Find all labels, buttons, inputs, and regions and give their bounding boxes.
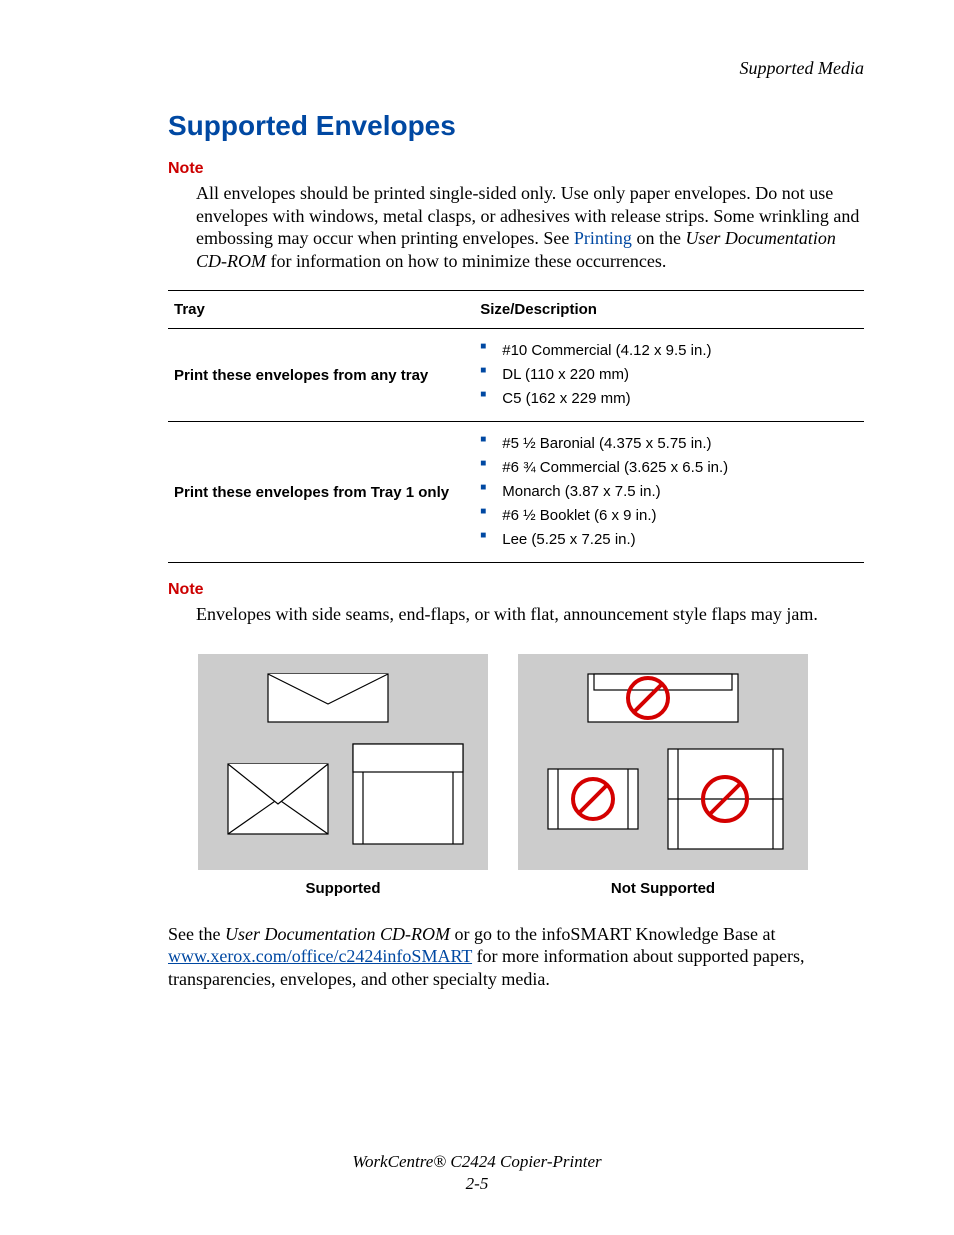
envelope-table-header: Tray Size/Description: [168, 291, 864, 329]
tray-1-list: #5 ½ Baronial (4.375 x 5.75 in.) #6 ¾ Co…: [480, 432, 858, 552]
footer-product: WorkCentre® C2424 Copier-Printer: [0, 1151, 954, 1173]
supported-caption: Supported: [198, 880, 488, 897]
not-supported-envelopes-svg: [518, 654, 808, 870]
col-tray: Tray: [168, 291, 474, 329]
note-2-body: Envelopes with side seams, end-flaps, or…: [196, 603, 864, 626]
note-2: Note Envelopes with side seams, end-flap…: [168, 581, 864, 626]
table-row: Print these envelopes from any tray #10 …: [168, 329, 864, 422]
figure-row: [198, 654, 864, 870]
note-1-body: All envelopes should be printed single-s…: [196, 182, 864, 272]
header-section: Supported Media: [740, 58, 864, 79]
list-item: Lee (5.25 x 7.25 in.): [480, 528, 858, 552]
note-1-label: Note: [168, 160, 864, 178]
list-item: #6 ½ Booklet (6 x 9 in.): [480, 504, 858, 528]
page-title: Supported Envelopes: [168, 110, 864, 142]
list-item: Monarch (3.87 x 7.5 in.): [480, 480, 858, 504]
list-item: DL (110 x 220 mm): [480, 363, 858, 387]
list-item: #5 ½ Baronial (4.375 x 5.75 in.): [480, 432, 858, 456]
footer-page-number: 2-5: [0, 1173, 954, 1195]
not-supported-caption: Not Supported: [518, 880, 808, 897]
closing-paragraph: See the User Documentation CD-ROM or go …: [168, 923, 864, 991]
note-1: Note All envelopes should be printed sin…: [168, 160, 864, 272]
printing-link[interactable]: Printing: [574, 228, 632, 248]
list-item: #6 ¾ Commercial (3.625 x 6.5 in.): [480, 456, 858, 480]
envelope-table: Tray Size/Description Print these envelo…: [168, 290, 864, 563]
col-size: Size/Description: [474, 291, 864, 329]
table-row: Print these envelopes from Tray 1 only #…: [168, 422, 864, 563]
page-footer: WorkCentre® C2424 Copier-Printer 2-5: [0, 1151, 954, 1195]
not-supported-figure: [518, 654, 808, 870]
infosmart-link[interactable]: www.xerox.com/office/c2424infoSMART: [168, 946, 472, 966]
supported-figure: [198, 654, 488, 870]
tray-any: Print these envelopes from any tray: [168, 329, 474, 422]
note-2-label: Note: [168, 581, 864, 599]
list-item: C5 (162 x 229 mm): [480, 387, 858, 411]
tray-any-list: #10 Commercial (4.12 x 9.5 in.) DL (110 …: [480, 339, 858, 411]
supported-envelopes-svg: [198, 654, 488, 870]
caption-row: Supported Not Supported: [198, 880, 864, 897]
tray-1-only: Print these envelopes from Tray 1 only: [168, 422, 474, 563]
list-item: #10 Commercial (4.12 x 9.5 in.): [480, 339, 858, 363]
